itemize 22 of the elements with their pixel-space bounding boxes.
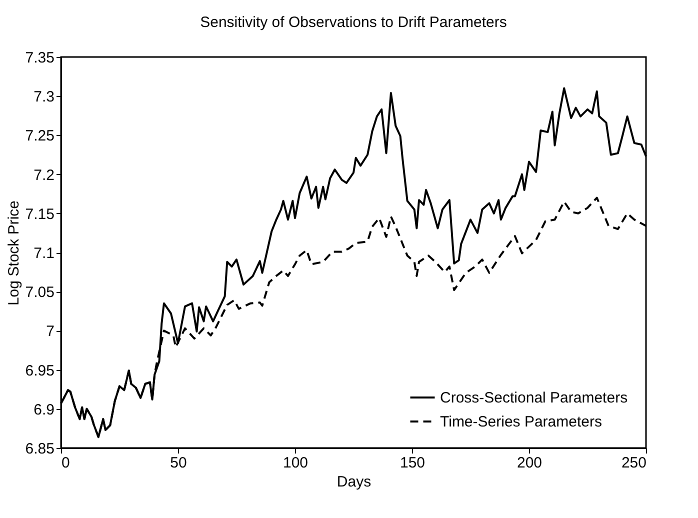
y-tick-label: 6.95 bbox=[25, 362, 54, 380]
legend-label: Time-Series Parameters bbox=[440, 414, 602, 430]
y-tick-label: 6.9 bbox=[34, 401, 54, 418]
y-tick-label: 7.05 bbox=[25, 284, 54, 302]
x-tick-label: 50 bbox=[170, 454, 187, 472]
y-tick-label: 7.2 bbox=[34, 166, 54, 184]
y-tick-label: 7.1 bbox=[34, 245, 54, 262]
legend-label: Cross-Sectional Parameters bbox=[440, 390, 628, 406]
y-axis-title: Log Stock Price bbox=[5, 200, 22, 306]
x-tick-label: 100 bbox=[282, 454, 308, 472]
x-tick-label: 0 bbox=[62, 454, 70, 472]
y-tick-label: 7.15 bbox=[25, 206, 54, 223]
y-tick-label: 7.35 bbox=[25, 50, 54, 66]
y-tick-label: 6.85 bbox=[25, 440, 54, 458]
chart-title: Sensitivity of Observations to Drift Parameters bbox=[200, 14, 507, 31]
y-tick-label: 7.3 bbox=[34, 88, 54, 106]
x-tick-label: 150 bbox=[400, 454, 426, 472]
x-tick-label: 250 bbox=[621, 454, 646, 472]
x-axis-title: Days bbox=[336, 474, 372, 490]
y-tick-label: 7 bbox=[46, 323, 54, 340]
x-tick-label: 200 bbox=[516, 454, 542, 472]
y-tick-label: 7.25 bbox=[25, 128, 54, 145]
